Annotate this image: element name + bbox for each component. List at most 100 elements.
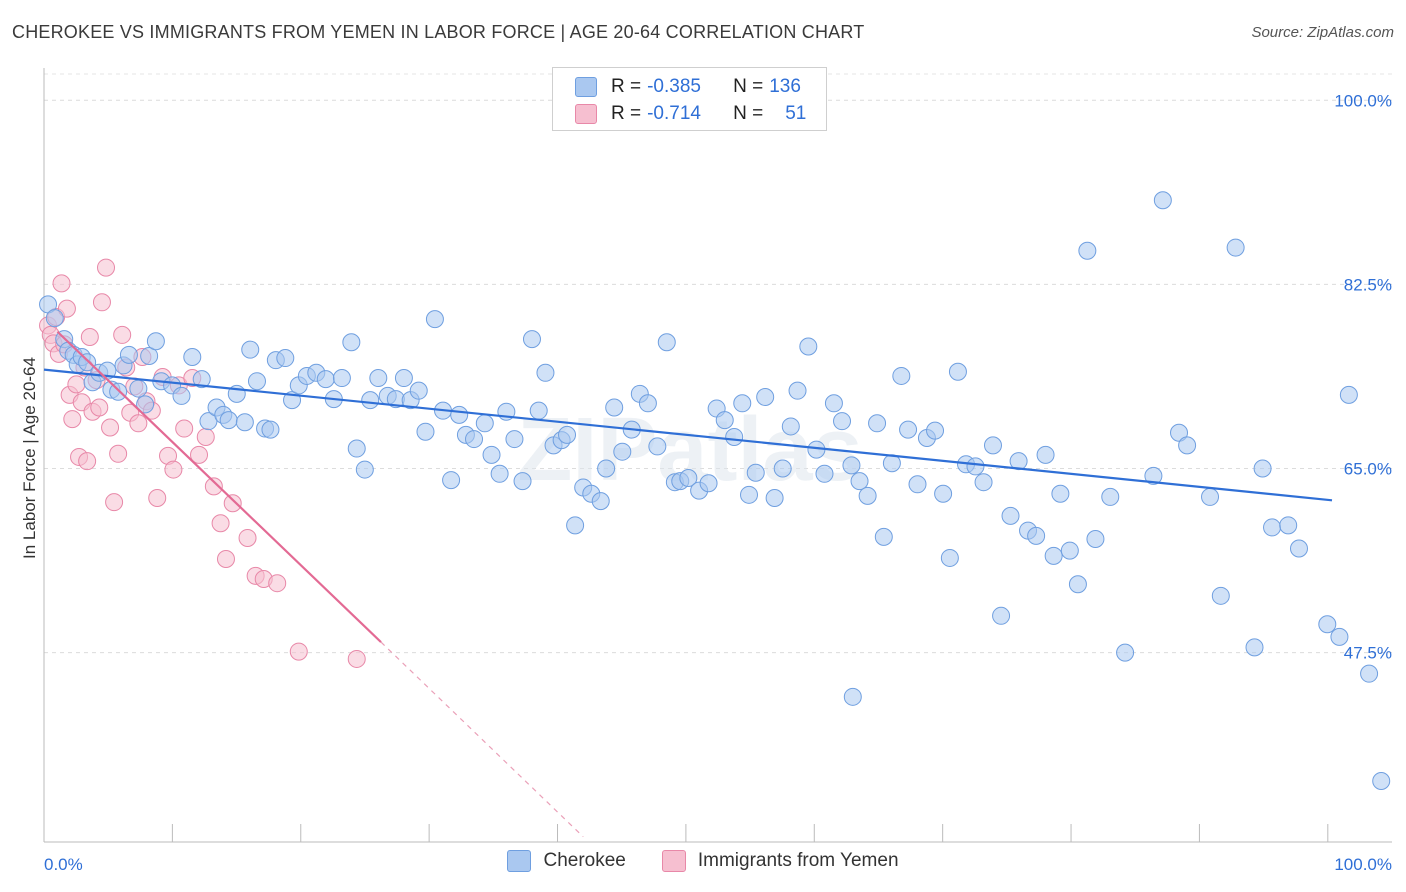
cherokee-point	[1001, 506, 1020, 525]
yemen-point	[238, 528, 257, 547]
cherokee-point	[1060, 541, 1079, 560]
cherokee-point	[394, 369, 413, 388]
cherokee-point	[192, 370, 211, 389]
cherokee-point	[1101, 487, 1120, 506]
cherokee-point	[45, 309, 64, 328]
cherokee-point	[679, 468, 698, 487]
yemen-point	[92, 293, 111, 312]
cherokee-point	[1211, 586, 1230, 605]
yemen-point	[109, 444, 128, 463]
cherokee-point	[699, 474, 718, 493]
cherokee-point	[1086, 530, 1105, 549]
cherokee-point	[613, 442, 632, 461]
cherokee-point	[355, 460, 374, 479]
cherokee-point	[638, 394, 657, 413]
cherokee-point	[591, 492, 610, 511]
cherokee-point	[1009, 452, 1028, 471]
cherokee-point	[146, 332, 165, 351]
cherokee-point	[1201, 487, 1220, 506]
cherokee-point	[934, 484, 953, 503]
grid	[44, 73, 1392, 654]
cherokee-point	[940, 548, 959, 567]
cherokee-point	[1330, 627, 1349, 646]
cherokee-swatch	[575, 77, 597, 97]
yemen-point	[289, 642, 308, 661]
cherokee-point	[715, 411, 734, 430]
cherokee-point	[522, 330, 541, 349]
yemen-point	[90, 398, 109, 417]
yemen-point	[57, 299, 76, 318]
cherokee-point	[1279, 516, 1298, 535]
cherokee-point	[1372, 771, 1391, 790]
cherokee-point	[347, 439, 366, 458]
cherokee-point	[1153, 191, 1172, 210]
source-label: Source: ZipAtlas.com	[1251, 24, 1394, 41]
yemen-point	[52, 274, 71, 293]
cherokee-point	[850, 472, 869, 491]
cherokee-point	[1116, 643, 1135, 662]
cherokee-point	[1068, 575, 1087, 594]
cherokee-point	[241, 340, 260, 359]
cherokee-point	[992, 606, 1011, 625]
cherokee-point	[172, 386, 191, 405]
cherokee-point	[369, 369, 388, 388]
cherokee-n-value: 136	[769, 76, 801, 97]
cherokee-point	[529, 401, 548, 420]
cherokee-point	[425, 310, 444, 329]
x-tick-label-min: 0.0%	[44, 855, 83, 874]
cherokee-point	[605, 398, 624, 417]
cherokee-point	[235, 413, 254, 432]
cherokee-point	[815, 464, 834, 483]
cherokee-point	[756, 387, 775, 406]
cherokee-point	[475, 414, 494, 433]
cherokee-point	[773, 459, 792, 478]
yemen-swatch	[575, 104, 597, 124]
cherokee-point	[966, 457, 985, 476]
cherokee-point	[1027, 526, 1046, 545]
cherokee-point	[1051, 484, 1070, 503]
tick-labels: 100.0% 82.5% 65.0% 47.5% 0.0% 100.0%	[44, 91, 1392, 874]
cherokee-legend-label: Cherokee	[543, 850, 626, 871]
correlation-legend: R = -0.385 N = 136 R = -0.714 N = 51	[552, 67, 827, 131]
cherokee-point	[183, 348, 202, 367]
cherokee-point	[490, 464, 509, 483]
cherokee-point	[1144, 466, 1163, 485]
cherokee-point	[799, 337, 818, 356]
cherokee-point	[824, 394, 843, 413]
cherokee-point	[316, 370, 335, 389]
legend-item-cherokee[interactable]: Cherokee	[507, 850, 626, 872]
yemen-point	[190, 445, 209, 464]
yemen-point	[216, 549, 235, 568]
cherokee-point	[247, 372, 266, 391]
cherokee-point	[1170, 423, 1189, 442]
cherokee-point	[983, 436, 1002, 455]
yemen-point	[164, 460, 183, 479]
cherokee-point	[465, 430, 484, 449]
series-yemen-points	[39, 258, 366, 668]
yemen-point	[67, 375, 86, 394]
cherokee-point	[648, 437, 667, 456]
cherokee-point	[833, 412, 852, 431]
cherokee-point	[505, 430, 524, 449]
cherokee-point	[276, 349, 295, 368]
cherokee-point	[1253, 459, 1272, 478]
cherokee-point	[765, 488, 784, 507]
cherokee-r-value: -0.385	[647, 76, 701, 97]
y-tick-label: 65.0%	[1344, 460, 1392, 479]
cherokee-point	[892, 366, 911, 385]
yemen-point	[80, 328, 99, 347]
cherokee-point	[868, 414, 887, 433]
legend-item-yemen[interactable]: Immigrants from Yemen	[661, 850, 899, 872]
cherokee-point	[536, 363, 555, 382]
n-label: N =	[733, 76, 764, 97]
yemen-point	[101, 418, 120, 437]
cherokee-point	[219, 411, 238, 430]
yemen-point	[175, 419, 194, 438]
cherokee-point	[843, 687, 862, 706]
yemen-trend-extension	[380, 641, 584, 838]
cherokee-point	[1263, 518, 1282, 537]
legend-row-cherokee: R = -0.385 N = 136	[575, 75, 801, 99]
cherokee-point	[1178, 436, 1197, 455]
yemen-point	[204, 477, 223, 496]
